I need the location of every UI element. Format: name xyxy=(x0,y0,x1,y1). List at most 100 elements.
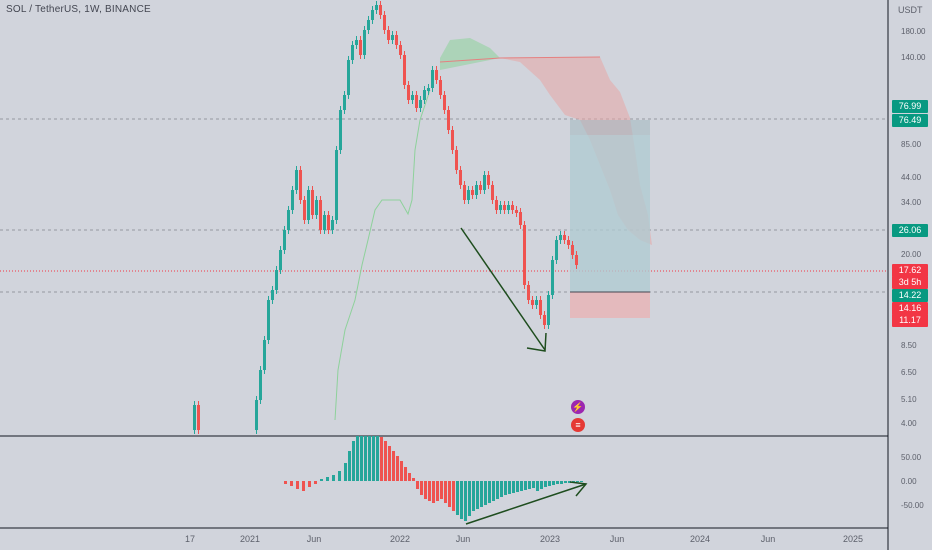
oscillator-bar xyxy=(444,481,447,503)
candle xyxy=(551,260,554,295)
oscillator-bar xyxy=(504,481,507,495)
oscillator-bar xyxy=(284,481,287,484)
candle xyxy=(355,40,358,45)
oscillator-bar xyxy=(432,481,435,503)
time-tick: 2021 xyxy=(239,534,261,544)
oscillator-bar xyxy=(360,436,363,481)
price-tag: 26.06 xyxy=(892,224,928,237)
candle xyxy=(331,220,334,230)
oscillator-bar xyxy=(476,481,479,509)
oscillator-bar xyxy=(576,481,579,482)
oscillator-bar xyxy=(290,481,293,486)
oscillator-bar xyxy=(420,481,423,495)
oscillator-bar xyxy=(564,481,567,483)
price-tick: 180.00 xyxy=(901,27,926,36)
oscillator-tick: 50.00 xyxy=(901,453,922,462)
candle xyxy=(363,30,366,55)
candle xyxy=(555,240,558,260)
candle xyxy=(487,175,490,185)
oscillator-bar xyxy=(524,481,527,490)
cloud-green xyxy=(440,38,500,70)
uptrend-arrow[interactable] xyxy=(465,481,588,525)
candle xyxy=(463,185,466,200)
candle xyxy=(379,5,382,15)
candle xyxy=(443,95,446,110)
oscillator-bar xyxy=(448,481,451,507)
us-flag-icon[interactable]: ≡ xyxy=(571,418,585,432)
price-tag: 14.22 xyxy=(892,289,928,302)
price-tag: 76.99 xyxy=(892,100,928,113)
candle xyxy=(407,85,410,100)
oscillator-bar xyxy=(464,481,467,521)
candle xyxy=(283,230,286,250)
price-tick: 6.50 xyxy=(901,368,917,377)
oscillator-bar xyxy=(540,481,543,489)
oscillator-bar xyxy=(338,471,341,481)
candle xyxy=(367,20,370,30)
candle xyxy=(295,170,298,190)
price-tag: 14.16 xyxy=(892,302,928,315)
candle xyxy=(435,70,438,80)
price-tick: 34.00 xyxy=(901,198,922,207)
candle xyxy=(427,88,430,91)
candle xyxy=(535,300,538,305)
oscillator-bar xyxy=(568,481,571,483)
downtrend-arrow[interactable] xyxy=(460,227,547,352)
oscillator-bar xyxy=(500,481,503,497)
candle xyxy=(255,400,258,430)
oscillator-histogram[interactable] xyxy=(284,436,583,521)
candle xyxy=(411,95,414,100)
candle xyxy=(479,185,482,190)
candle xyxy=(193,405,196,430)
candle xyxy=(547,295,550,325)
oscillator-bar xyxy=(372,436,375,481)
symbol-legend[interactable]: SOL / TetherUS, 1W, BINANCE xyxy=(6,4,151,15)
candle xyxy=(571,245,574,255)
oscillator-bar xyxy=(356,436,359,481)
candle xyxy=(531,300,534,305)
candle xyxy=(567,240,570,245)
oscillator-bar xyxy=(544,481,547,487)
candle xyxy=(267,300,270,340)
oscillator-bar xyxy=(484,481,487,505)
oscillator-bar xyxy=(492,481,495,501)
price-tag: 76.49 xyxy=(892,114,928,127)
oscillator-bar xyxy=(392,451,395,481)
candle xyxy=(403,55,406,85)
oscillator-bar xyxy=(472,481,475,511)
oscillator-bar xyxy=(368,436,371,481)
oscillator-bar xyxy=(556,481,559,484)
candles-group[interactable] xyxy=(193,1,578,434)
oscillator-bar xyxy=(436,481,439,501)
oscillator-bar xyxy=(388,446,391,481)
oscillator-bar xyxy=(580,481,583,482)
oscillator-bar xyxy=(380,437,383,481)
candle xyxy=(511,205,514,210)
candle xyxy=(279,250,282,270)
time-tick: Jun xyxy=(306,534,322,544)
candle xyxy=(491,185,494,200)
oscillator-bar xyxy=(560,481,563,484)
candle xyxy=(575,255,578,265)
lightning-icon[interactable]: ⚡ xyxy=(571,400,585,414)
candle xyxy=(423,90,426,100)
candle xyxy=(415,95,418,108)
time-tick: Jun xyxy=(609,534,625,544)
oscillator-bar xyxy=(352,441,355,481)
oscillator-bar xyxy=(488,481,491,503)
oscillator-bar xyxy=(512,481,515,493)
candle xyxy=(287,210,290,230)
candle xyxy=(439,80,442,95)
candle xyxy=(459,170,462,185)
cloud-edge xyxy=(439,56,601,63)
oscillator-tick: -50.00 xyxy=(901,501,924,510)
position-stop-zone[interactable] xyxy=(570,292,650,318)
candle xyxy=(359,40,362,55)
candle xyxy=(197,405,200,430)
time-tick: 2022 xyxy=(389,534,411,544)
oscillator-bar xyxy=(520,481,523,491)
candle xyxy=(291,190,294,210)
position-profit-fill xyxy=(570,135,650,292)
